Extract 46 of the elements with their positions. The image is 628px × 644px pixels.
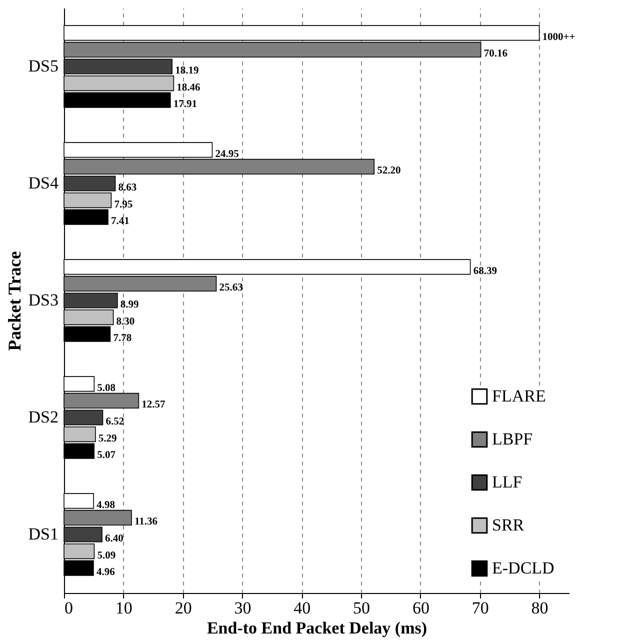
legend-label: SRR bbox=[492, 516, 525, 534]
data-label: 6.52 bbox=[106, 416, 124, 428]
data-label: 5.09 bbox=[97, 550, 116, 562]
legend-label: FLARE bbox=[492, 386, 546, 406]
data-label: 5.07 bbox=[97, 450, 116, 462]
data-label: 7.78 bbox=[113, 333, 132, 344]
x-tick-label: 50 bbox=[353, 598, 370, 618]
x-tick-label: 70 bbox=[472, 598, 489, 618]
data-label: 68.39 bbox=[473, 266, 497, 277]
data-label: 11.36 bbox=[134, 516, 158, 528]
x-tick-label: 0 bbox=[64, 598, 73, 618]
data-label: 4.96 bbox=[96, 567, 115, 578]
x-tick-label: 10 bbox=[115, 598, 132, 618]
y-tick-label: DS4 bbox=[28, 174, 59, 192]
data-label: 8.99 bbox=[120, 300, 139, 310]
data-label: 17.91 bbox=[173, 99, 198, 110]
data-label: 5.29 bbox=[98, 433, 117, 444]
x-tick-label: 40 bbox=[294, 598, 311, 618]
y-tick-label: DS1 bbox=[28, 524, 58, 544]
legend-label: LBPF bbox=[492, 430, 533, 448]
data-label: 6.40 bbox=[105, 534, 124, 544]
data-label: 70.16 bbox=[484, 48, 508, 60]
data-label: 52.20 bbox=[377, 166, 401, 177]
legend-label: E-DCLD bbox=[492, 558, 554, 578]
data-label: 5.08 bbox=[97, 382, 116, 394]
y-tick-label: DS2 bbox=[28, 408, 58, 426]
data-label: 4.98 bbox=[96, 500, 115, 511]
data-label: 24.95 bbox=[215, 148, 239, 160]
data-label: 12.57 bbox=[142, 400, 166, 411]
data-label: 8.63 bbox=[118, 182, 137, 194]
data-label: 8.30 bbox=[116, 316, 135, 328]
y-axis-title: Packet Trace bbox=[4, 251, 24, 351]
data-label: 18.19 bbox=[175, 66, 199, 76]
data-label: 7.41 bbox=[111, 216, 130, 228]
x-tick-label: 30 bbox=[234, 598, 252, 618]
x-tick-label: 80 bbox=[531, 598, 548, 618]
data-label: 1000++ bbox=[542, 32, 576, 43]
data-label: 25.63 bbox=[219, 282, 243, 294]
y-tick-label: DS5 bbox=[28, 56, 58, 76]
legend-label: LLF bbox=[492, 472, 522, 492]
data-label: 7.95 bbox=[114, 199, 133, 210]
x-axis-title: End-to End Packet Delay (ms) bbox=[206, 618, 428, 638]
y-tick-label: DS3 bbox=[28, 290, 58, 310]
data-label: 18.46 bbox=[176, 82, 200, 94]
x-tick-label: 60 bbox=[412, 598, 430, 618]
x-tick-label: 20 bbox=[174, 598, 192, 618]
